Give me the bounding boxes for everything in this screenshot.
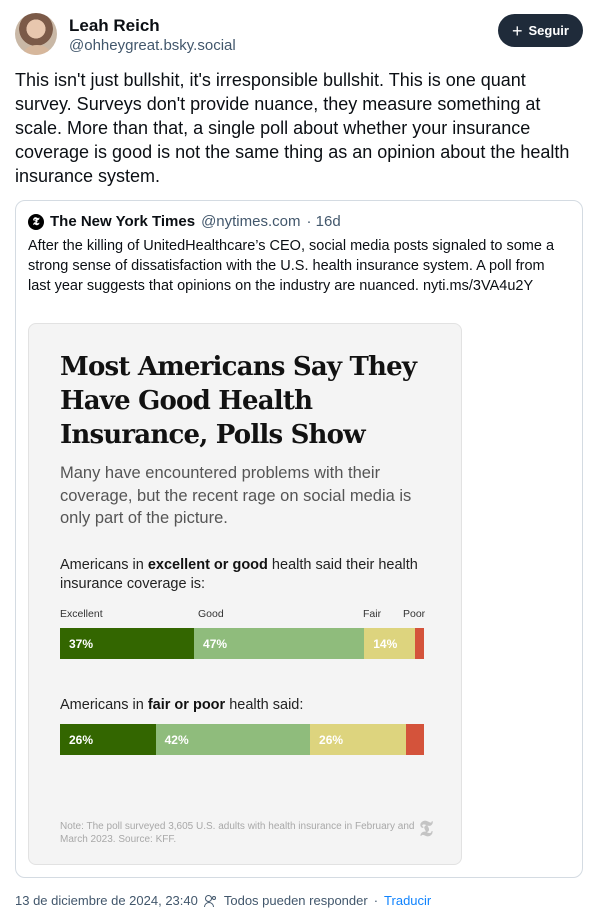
chart-note: Note: The poll surveyed 3,605 U.S. adult… <box>60 821 415 845</box>
chart-title: Most Americans Say They Have Good Health… <box>60 352 417 450</box>
bar-segment-fair: 26% <box>310 724 406 755</box>
translate-link[interactable]: Traducir <box>384 893 432 908</box>
chart-image[interactable]: Most Americans Say They Have Good Health… <box>28 323 462 865</box>
quoted-author-name[interactable]: The New York Times <box>50 213 196 230</box>
bar-segment-label: 14% <box>373 636 398 651</box>
reply-setting: Todos pueden responder <box>223 893 368 908</box>
post-timestamp[interactable]: 13 de diciembre de 2024, 23:40 <box>15 893 198 908</box>
section2-pre: Americans in <box>60 697 148 713</box>
quoted-post-age: · 16d <box>306 213 341 230</box>
section1-pre: Americans in <box>60 557 148 573</box>
legend-fair: Fair <box>363 608 382 620</box>
bar-excellent-good-health: 37% 47% 14% <box>60 628 424 659</box>
nyt-watermark-icon: 𝕿 <box>419 816 433 842</box>
quoted-post[interactable]: 𝕿 The New York Times @nytimes.com · 16d … <box>15 200 583 878</box>
post-footer: 13 de diciembre de 2024, 23:40 Todos pue… <box>15 893 431 908</box>
quoted-post-text: After the killing of UnitedHealthcare’s … <box>28 238 555 294</box>
bar-segment-label: 37% <box>69 636 94 651</box>
bar-segment-excellent: 37% <box>60 628 195 659</box>
post-text: This isn't just bullshit, it's irrespons… <box>15 70 570 186</box>
follow-button-label: Seguir <box>528 23 569 38</box>
quoted-author-handle: @nytimes.com <box>201 213 301 230</box>
section1-post: health said their health insurance cover… <box>60 557 418 592</box>
post-header: Leah Reich @ohheygreat.bsky.social + Seg… <box>15 13 583 57</box>
bar-segment-good: 42% <box>155 724 311 755</box>
bar-segment-poor <box>405 724 424 755</box>
bar-fair-poor-health: 26% 42% 26% <box>60 724 424 755</box>
bar-segment-label: 42% <box>164 732 189 747</box>
author-handle[interactable]: @ohheygreat.bsky.social <box>69 37 236 54</box>
avatar[interactable] <box>15 13 57 55</box>
section2-bold: fair or poor <box>147 697 226 713</box>
legend-excellent: Excellent <box>60 608 103 620</box>
section1-bold: excellent or good <box>147 557 268 573</box>
bar-segment-fair: 14% <box>364 628 415 659</box>
bar-segment-label: 26% <box>69 732 94 747</box>
bar-segment-good: 47% <box>194 628 365 659</box>
bar-segment-label: 26% <box>319 732 344 747</box>
legend-good: Good <box>198 608 224 620</box>
nyt-logo-icon: 𝕿 <box>28 213 44 230</box>
quoted-post-header: 𝕿 The New York Times @nytimes.com · 16d <box>28 213 341 230</box>
follow-button[interactable]: + Seguir <box>498 14 583 47</box>
bar-segment-label: 47% <box>203 636 228 651</box>
chart-section1-label: Americans in excellent or good health sa… <box>60 556 450 594</box>
people-icon <box>203 894 218 907</box>
section2-post: health said: <box>225 697 304 713</box>
chart-section2-label: Americans in fair or poor health said: <box>60 696 450 715</box>
plus-icon: + <box>512 20 523 41</box>
separator-dot: · <box>373 893 379 908</box>
legend-poor: Poor <box>403 608 426 620</box>
author-name[interactable]: Leah Reich <box>69 16 160 35</box>
chart-subtitle: Many have encountered problems with thei… <box>60 464 412 527</box>
bar-segment-excellent: 26% <box>60 724 156 755</box>
bar-segment-poor <box>414 628 424 659</box>
